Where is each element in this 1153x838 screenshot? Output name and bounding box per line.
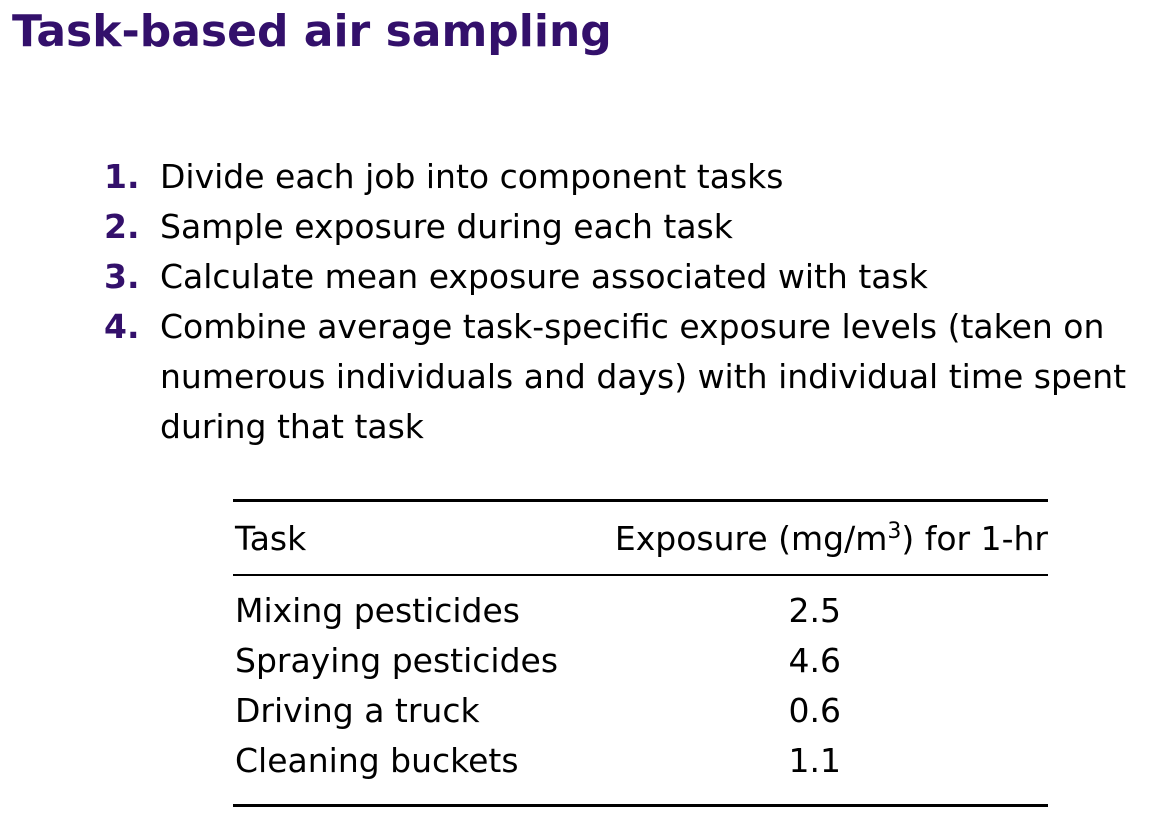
step-item: 2. Sample exposure during each task <box>104 202 1144 252</box>
header-exposure: Exposure (mg/m3) for 1-hr <box>581 501 1048 576</box>
header-exposure-prefix: Exposure (mg/m <box>614 518 888 558</box>
exposure-cell: 1.1 <box>581 736 1048 807</box>
exposure-cell: 2.5 <box>788 591 841 630</box>
task-cell: Spraying pesticides <box>235 641 559 680</box>
table-row: Cleaning buckets 1.1 <box>233 736 1048 807</box>
header-exposure-superscript: 3 <box>887 518 902 544</box>
step-item: 1. Divide each job into component tasks <box>104 152 1144 202</box>
step-number: 3. <box>104 257 140 296</box>
table-header-row: Task Exposure (mg/m3) for 1-hr <box>233 500 1048 576</box>
step-number: 1. <box>104 157 140 196</box>
exposure-cell: 0.6 <box>788 691 841 730</box>
header-exposure-suffix: ) for 1-hr <box>901 518 1048 558</box>
step-number: 2. <box>104 207 140 246</box>
table-row: Spraying pesticides 4.6 <box>233 636 1048 686</box>
step-text: Sample exposure during each task <box>160 207 733 246</box>
step-number: 4. <box>104 307 140 346</box>
exposure-table-container: Task Exposure (mg/m3) for 1-hr Mixing pe… <box>233 499 1048 807</box>
header-task: Task <box>235 518 307 558</box>
exposure-cell: 4.6 <box>788 641 841 680</box>
task-cell: Cleaning buckets <box>233 736 582 807</box>
step-text: Calculate mean exposure associated with … <box>160 257 928 296</box>
slide-title: Task-based air sampling <box>12 6 612 57</box>
table-row: Mixing pesticides 2.5 <box>233 575 1048 636</box>
step-item: 3. Calculate mean exposure associated wi… <box>104 252 1144 302</box>
table-row: Driving a truck 0.6 <box>233 686 1048 736</box>
task-cell: Mixing pesticides <box>235 591 520 630</box>
task-cell: Driving a truck <box>235 691 480 730</box>
step-item: 4. Combine average task-specific exposur… <box>104 302 1144 452</box>
step-text: Divide each job into component tasks <box>160 157 784 196</box>
exposure-table: Task Exposure (mg/m3) for 1-hr Mixing pe… <box>233 499 1048 807</box>
steps-list: 1. Divide each job into component tasks … <box>104 152 1144 452</box>
step-text: Combine average task-specific exposure l… <box>160 307 1127 446</box>
